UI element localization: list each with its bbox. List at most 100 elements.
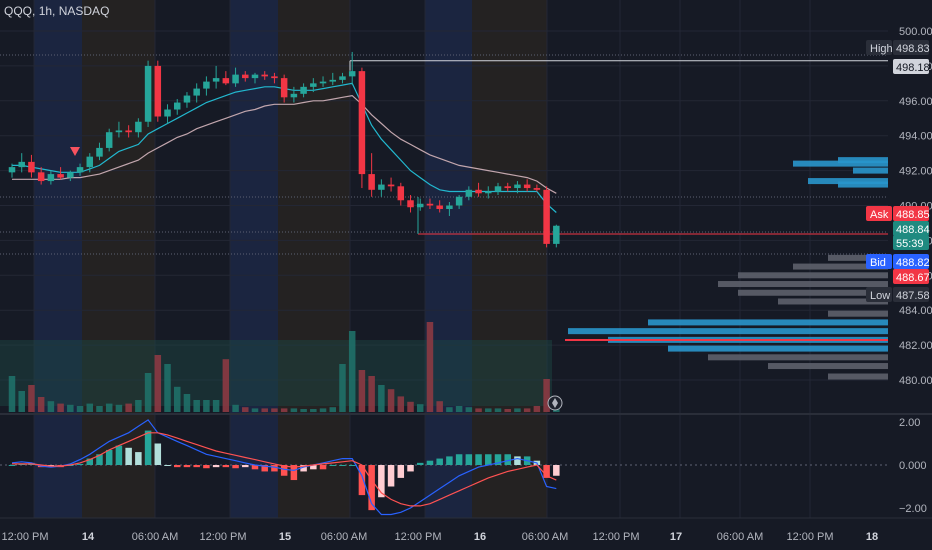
price-axis-label: 484.00	[899, 305, 932, 317]
candle-body	[300, 86, 307, 94]
macd-histogram-bar	[203, 465, 210, 469]
volume-profile-bar	[853, 167, 888, 174]
price-tag-value	[893, 40, 929, 55]
volume-bar	[378, 385, 385, 412]
volume-bar	[67, 404, 74, 412]
candle-body	[173, 102, 181, 110]
candle-body	[261, 74, 268, 77]
macd-histogram-bar	[397, 465, 405, 478]
volume-bar	[455, 406, 463, 412]
symbol-title[interactable]: QQQ, 1h, NASDAQ	[4, 4, 110, 18]
time-axis-label: 14	[82, 531, 95, 543]
candle-body	[310, 83, 317, 87]
macd-histogram-bar	[222, 465, 230, 468]
macd-axis-label: −2.00	[899, 503, 927, 515]
candle-body	[504, 186, 511, 189]
candle-body	[387, 184, 395, 187]
macd-histogram-bar	[76, 463, 84, 465]
volume-profile-bar	[708, 354, 888, 361]
price-tag-value-text: 55:39	[896, 238, 924, 250]
volume-bar	[290, 408, 298, 412]
volume-bar	[183, 394, 191, 412]
volume-bar	[57, 403, 64, 412]
volume-profile-bar	[838, 157, 888, 164]
volume-bar	[76, 406, 84, 412]
candle-body	[436, 205, 443, 209]
time-axis-label: 06:00 AM	[522, 531, 568, 543]
volume-bar	[86, 403, 94, 412]
volume-bar	[222, 359, 230, 412]
candle-body	[28, 161, 35, 173]
volume-bar	[212, 400, 220, 412]
candle-body	[242, 74, 249, 79]
price-tag-value	[893, 206, 929, 221]
time-axis-label: 12:00 PM	[394, 531, 441, 543]
macd-histogram-bar	[310, 465, 317, 470]
price-tag-label	[866, 206, 892, 221]
volume-bar	[125, 403, 132, 412]
macd-histogram-bar	[96, 454, 103, 465]
volume-bar	[105, 403, 113, 412]
volume-profile-bar	[768, 363, 888, 370]
macd-histogram-bar	[416, 462, 424, 465]
macd-histogram-bar	[436, 458, 443, 465]
volume-bar	[300, 409, 307, 412]
macd-histogram-bar	[261, 465, 268, 472]
session-band	[34, 0, 82, 518]
price-tag-value	[893, 269, 929, 284]
volume-bar	[173, 386, 181, 412]
volume-profile-bar	[568, 328, 888, 335]
macd-histogram-bar	[494, 454, 502, 465]
volume-profile-bar	[738, 272, 888, 279]
macd-histogram-bar	[543, 465, 550, 478]
time-axis-label: 18	[866, 531, 878, 543]
macd-histogram-bar	[348, 465, 356, 466]
volume-bar	[8, 376, 16, 412]
volume-profile-bar	[808, 178, 888, 185]
volume-zone	[0, 340, 552, 406]
price-axis-label: 492.00	[899, 166, 932, 178]
volume-bar	[426, 322, 434, 412]
macd-histogram-bar	[329, 465, 337, 466]
volume-bar	[485, 408, 492, 412]
macd-histogram-bar	[553, 465, 560, 476]
signal-marker	[70, 147, 80, 156]
interval-label: 1h	[38, 4, 53, 18]
candle-body	[348, 71, 356, 77]
volume-bar	[543, 379, 550, 412]
price-axis-label: 500.00	[899, 26, 932, 38]
candle-body	[543, 189, 550, 244]
candle-body	[426, 203, 434, 206]
volume-bar	[339, 364, 346, 412]
price-tag-label	[866, 287, 892, 302]
volume-bar	[446, 407, 453, 412]
candle-body	[271, 76, 278, 79]
candle-body	[193, 88, 200, 96]
price-tag-value-text: 488.84	[896, 224, 930, 236]
time-axis-label: 06:00 AM	[717, 531, 763, 543]
volume-bar	[164, 364, 171, 412]
macd-histogram-bar	[271, 465, 278, 472]
price-axis-label: 480.00	[899, 375, 932, 387]
volume-bar	[271, 408, 278, 412]
macd-histogram-bar	[154, 443, 162, 465]
volume-bar	[310, 409, 317, 412]
macd-histogram-bar	[135, 452, 142, 465]
candle-body	[514, 184, 521, 189]
session-band	[82, 0, 155, 518]
macd-histogram-bar	[144, 430, 152, 465]
volume-bar	[348, 331, 356, 412]
macd-histogram-bar	[86, 458, 94, 465]
candle-body	[222, 78, 230, 84]
price-tag-label-text: High	[870, 43, 893, 55]
macd-histogram-bar	[485, 454, 492, 465]
candle-body	[407, 200, 414, 208]
price-axis-label: 496.00	[899, 96, 932, 108]
time-axis-label: 17	[670, 531, 682, 543]
volume-profile-bar	[828, 310, 888, 317]
macd-histogram-bar	[115, 445, 123, 465]
price-axis-label: 494.00	[899, 131, 932, 143]
price-tag-value	[893, 254, 929, 269]
candle-body	[212, 78, 220, 82]
